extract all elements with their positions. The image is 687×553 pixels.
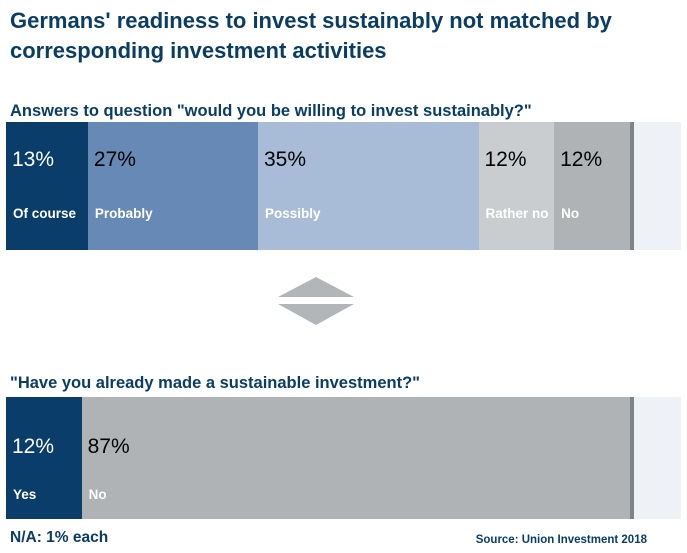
value-label: 87% [87, 435, 130, 458]
category-label: No [88, 487, 107, 502]
bar-segment-no: 12% No [554, 122, 630, 250]
value-label: 12% [560, 148, 603, 171]
question-1-subtitle: Answers to question "would you be willin… [10, 102, 532, 120]
bar-segment-rather-no: 12% Rather no [478, 122, 555, 250]
question-2-subtitle: "Have you already made a sustainable inv… [10, 374, 420, 392]
value-label: 12% [12, 435, 55, 458]
bar-segment-possibly: 35% Possibly [258, 122, 479, 250]
category-label: Rather no [485, 206, 549, 221]
na-segment [633, 122, 681, 250]
double-arrow-icon [278, 277, 354, 325]
bar-segment-yes: 12% Yes [6, 397, 82, 519]
bar-end-line [629, 122, 634, 250]
na-footnote: N/A: 1% each [10, 529, 109, 546]
bar-segment-probably: 27% Probably [87, 122, 258, 250]
bar-segment-no: 87% No [81, 397, 630, 519]
value-label: 27% [93, 148, 136, 171]
category-label: No [561, 206, 580, 221]
bar-end-line [629, 397, 634, 519]
source-note: Source: Union Investment 2018 [475, 534, 647, 546]
na-segment [633, 397, 681, 519]
value-label: 13% [12, 148, 55, 171]
category-label: Possibly [265, 206, 321, 221]
bar-segment-of-course: 13% Of course [6, 122, 88, 250]
up-arrow-icon [278, 277, 354, 297]
stacked-bar-willing-to-invest: 13% Of course 27% Probably 35% Possibly 12% Rat… [6, 122, 681, 250]
down-arrow-icon [278, 304, 354, 325]
stacked-bar-already-invested: 12% Yes 87% No [6, 397, 681, 519]
value-label: 12% [484, 148, 527, 171]
chart-title: Germans' readiness to invest sustainably… [10, 8, 612, 63]
category-label: Of course [13, 206, 77, 221]
category-label: Yes [13, 487, 37, 502]
category-label: Probably [94, 206, 153, 221]
value-label: 35% [264, 148, 307, 171]
